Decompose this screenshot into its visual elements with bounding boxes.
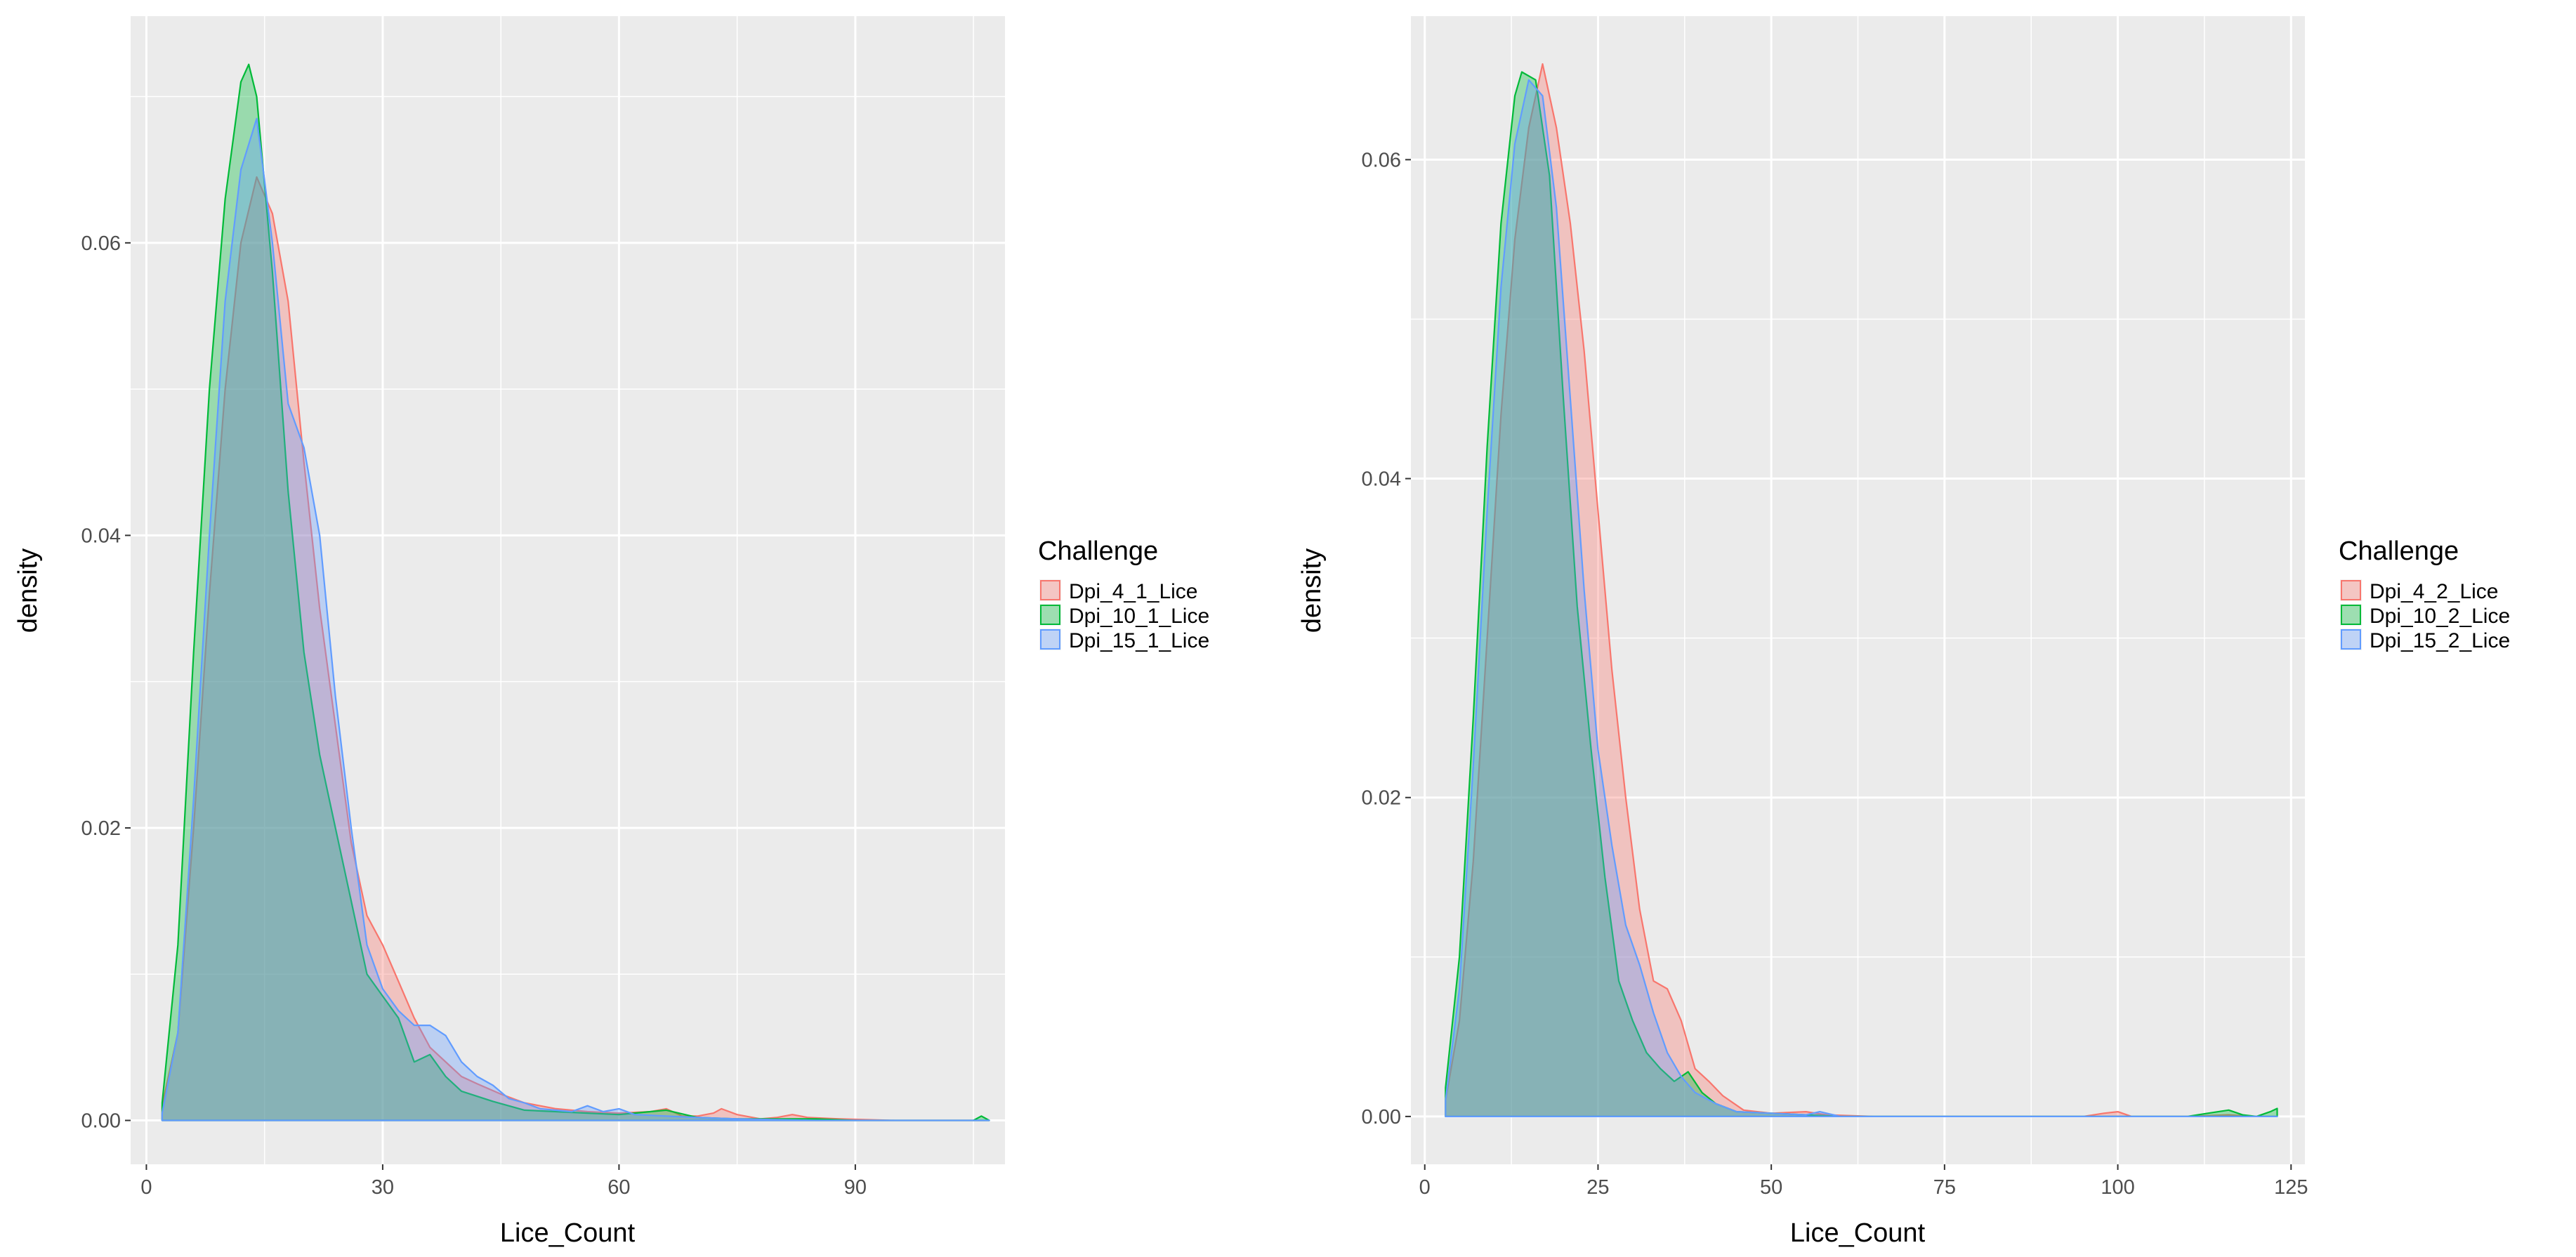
- legend-swatch-dpi-4-2-lice: [2341, 580, 2361, 600]
- y-tick-label: 0.04: [1362, 468, 1401, 491]
- legend-label: Dpi_4_2_Lice: [2370, 580, 2498, 603]
- panel-1-x-axis-title: Lice_Count: [500, 1218, 636, 1248]
- panel-1-legend-title: Challenge: [1038, 537, 1158, 566]
- x-tick-label: 50: [1760, 1176, 1782, 1199]
- panel-2: 0.00 0.02 0.04 0.06 0 25 50 75 100 125 density L…: [1297, 16, 2510, 1248]
- legend-label: Dpi_10_2_Lice: [2370, 605, 2510, 628]
- panel-2-legend: Challenge Dpi_4_2_LiceDpi_10_2_LiceDpi_1…: [2339, 537, 2510, 652]
- density-area-dpi-15-1-lice: [161, 117, 990, 1121]
- density-area-dpi-10-2-lice: [1445, 71, 2278, 1117]
- x-tick-label: 0: [140, 1176, 152, 1199]
- legend-label: Dpi_10_1_Lice: [1069, 605, 1209, 628]
- panel-1-gridlines: [131, 16, 1005, 1164]
- legend-key-background: [1039, 604, 1061, 626]
- x-tick-label: 90: [844, 1176, 867, 1199]
- legend-key-background: [2340, 604, 2362, 626]
- panel-1-legend: Challenge Dpi_4_1_LiceDpi_10_1_LiceDpi_1…: [1038, 537, 1209, 652]
- x-tick-label: 125: [2274, 1176, 2308, 1199]
- legend-label: Dpi_15_2_Lice: [2370, 629, 2510, 652]
- x-tick-label: 0: [1419, 1176, 1431, 1199]
- legend-label: Dpi_4_1_Lice: [1069, 580, 1197, 603]
- panel-2-x-axis-title: Lice_Count: [1790, 1218, 1926, 1248]
- panel-1-y-axis-title: density: [13, 548, 43, 633]
- panel-1-x-ticks: 0 30 60 90: [140, 1164, 867, 1199]
- panel-2-y-axis-title: density: [1297, 548, 1327, 633]
- legend-key-background: [1039, 628, 1061, 650]
- panel-2-y-ticks: 0.00 0.02 0.04 0.06: [1362, 149, 1411, 1128]
- panel-2-x-ticks: 0 25 50 75 100 125: [1419, 1164, 2308, 1199]
- x-tick-label: 100: [2101, 1176, 2134, 1199]
- y-tick-label: 0.02: [81, 817, 121, 840]
- y-tick-label: 0.04: [81, 525, 121, 547]
- y-tick-label: 0.02: [1362, 787, 1401, 810]
- density-area-dpi-4-1-lice: [161, 176, 990, 1121]
- panel-2-legend-title: Challenge: [2339, 537, 2459, 566]
- legend-swatch-dpi-15-1-lice: [1040, 629, 1060, 650]
- panel-1-plot-background: [131, 16, 1005, 1164]
- legend-swatch-dpi-10-2-lice: [2341, 605, 2361, 625]
- legend-swatch-dpi-15-2-lice: [2341, 629, 2361, 650]
- y-tick-label: 0.00: [1362, 1106, 1401, 1128]
- legend-label: Dpi_15_1_Lice: [1069, 629, 1209, 652]
- x-tick-label: 25: [1586, 1176, 1609, 1199]
- y-tick-label: 0.06: [81, 232, 121, 255]
- legend-key-background: [2340, 628, 2362, 650]
- panel-1: 0.00 0.02 0.04 0.06 0 30 60 90 density Lice_Co…: [13, 16, 1209, 1248]
- x-tick-label: 75: [1933, 1176, 1956, 1199]
- panel-2-density-areas: [1445, 63, 2278, 1117]
- legend-key-background: [2340, 579, 2362, 601]
- y-tick-label: 0.06: [1362, 149, 1401, 171]
- x-tick-label: 30: [372, 1176, 394, 1199]
- panel-1-y-ticks: 0.00 0.02 0.04 0.06: [81, 232, 131, 1133]
- legend-swatch-dpi-4-1-lice: [1040, 580, 1060, 600]
- panel-1-density-areas: [161, 63, 990, 1121]
- legend-swatch-dpi-10-1-lice: [1040, 605, 1060, 625]
- legend-key-background: [1039, 579, 1061, 601]
- y-tick-label: 0.00: [81, 1110, 121, 1133]
- panel-2-gridlines: [1411, 16, 2305, 1164]
- x-tick-label: 60: [607, 1176, 630, 1199]
- density-area-dpi-15-2-lice: [1445, 79, 2278, 1117]
